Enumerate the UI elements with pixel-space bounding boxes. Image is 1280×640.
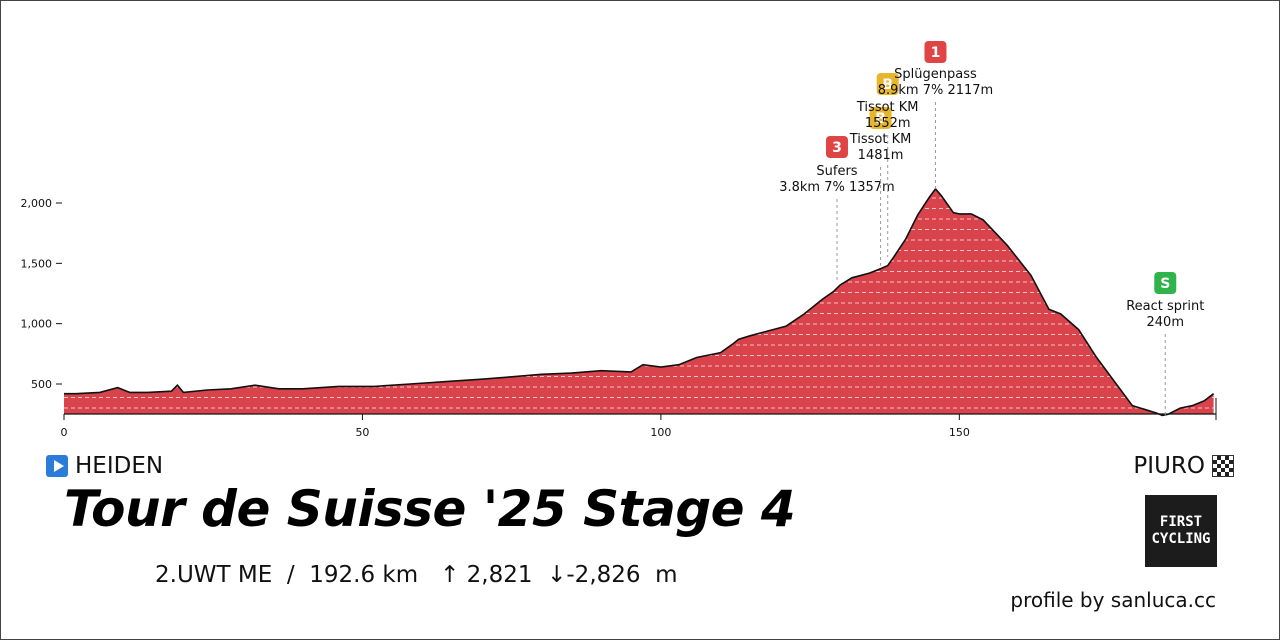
start-location: HEIDEN: [46, 452, 163, 480]
marker-badge: [924, 41, 947, 63]
y-tick-label: 1,500: [21, 257, 53, 270]
marker-name: Splügenpass: [894, 67, 977, 82]
start-name: HEIDEN: [75, 453, 164, 479]
marker-name: Tissot KM: [849, 132, 912, 147]
marker-name: Tissot KM: [856, 100, 919, 115]
y-tick-label: 500: [31, 378, 52, 391]
profile-credit: profile by sanluca.cc: [1010, 588, 1216, 612]
marker-info: 1552m: [865, 116, 911, 131]
marker-name: Sufers: [816, 164, 857, 179]
x-tick-label: 50: [355, 426, 369, 439]
marker-info: 1481m: [858, 148, 904, 163]
x-tick-label: 0: [61, 426, 68, 439]
marker-badge-label: B: [882, 77, 893, 93]
x-tick-label: 150: [949, 426, 970, 439]
marker-badge-label: 3: [832, 140, 842, 156]
y-tick-label: 2,000: [21, 197, 53, 210]
elevation-area: [64, 188, 1214, 416]
marker-badge-label: S: [1160, 276, 1170, 292]
elevation-line: [64, 187, 1215, 417]
marker-name: React sprint: [1126, 299, 1204, 314]
marker-info: 240m: [1147, 315, 1184, 330]
logo-line-2: CYCLING: [1151, 531, 1211, 547]
marker-badge-label: B: [875, 111, 886, 127]
play-icon: [46, 455, 68, 477]
marker-badge: [1154, 272, 1177, 294]
marker-info: 8.9km 7% 2117m: [878, 83, 994, 98]
finish-location: PIURO: [1133, 452, 1234, 480]
y-tick-label: 1,000: [21, 318, 53, 331]
logo-line-1: FIRST: [1159, 514, 1203, 530]
marker-info: 3.8km 7% 1357m: [779, 180, 895, 195]
stage-title: Tour de Suisse '25 Stage 4: [64, 480, 796, 538]
marker-badge: [869, 107, 892, 129]
marker-badge-label: 1: [931, 45, 941, 61]
first-cycling-logo: FIRST CYCLING: [1145, 495, 1217, 567]
stage-stats: 2.UWT ME / 192.6 km ↑ 2,821 ↓-2,826 m: [155, 562, 678, 588]
marker-badge: [825, 136, 848, 158]
checkered-flag-icon: [1212, 455, 1234, 477]
x-tick-label: 100: [650, 426, 671, 439]
finish-name: PIURO: [1133, 453, 1205, 479]
marker-badge: [876, 73, 899, 95]
